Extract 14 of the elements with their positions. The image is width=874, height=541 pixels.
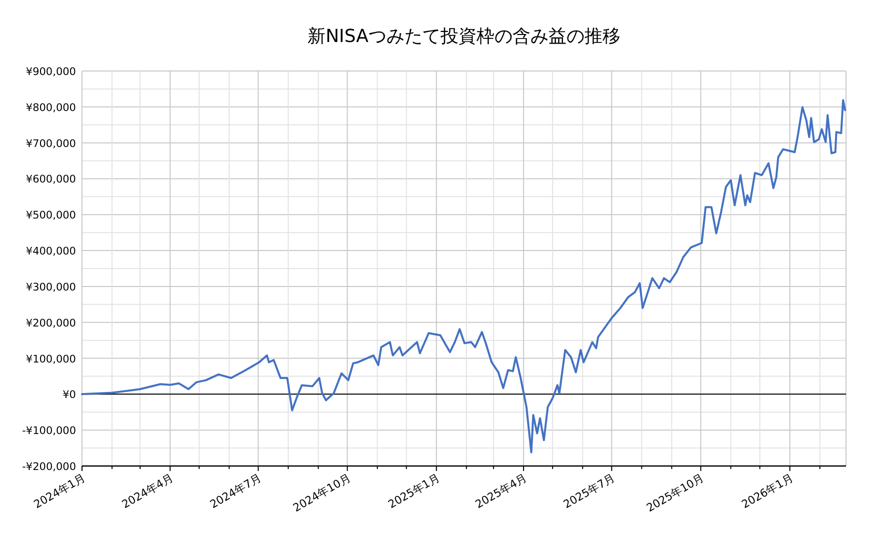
y-tick-label: -¥200,000: [22, 461, 76, 473]
y-tick-label: ¥800,000: [26, 102, 76, 114]
y-tick-label: ¥0: [62, 389, 76, 402]
y-tick-label: ¥600,000: [26, 174, 76, 186]
y-tick-label: ¥700,000: [26, 138, 76, 150]
y-tick-label: ¥100,000: [26, 353, 76, 366]
y-tick-label: ¥200,000: [26, 317, 76, 330]
y-tick-label: ¥900,000: [26, 66, 76, 78]
line-series: [81, 99, 846, 454]
y-tick-label: ¥300,000: [26, 281, 76, 294]
chart-title: 新NISAつみたて投資枠の含み益の推移: [308, 26, 620, 47]
y-tick-label: ¥400,000: [26, 246, 76, 258]
y-tick-label: -¥100,000: [22, 425, 76, 438]
y-tick-label: ¥500,000: [26, 210, 76, 222]
